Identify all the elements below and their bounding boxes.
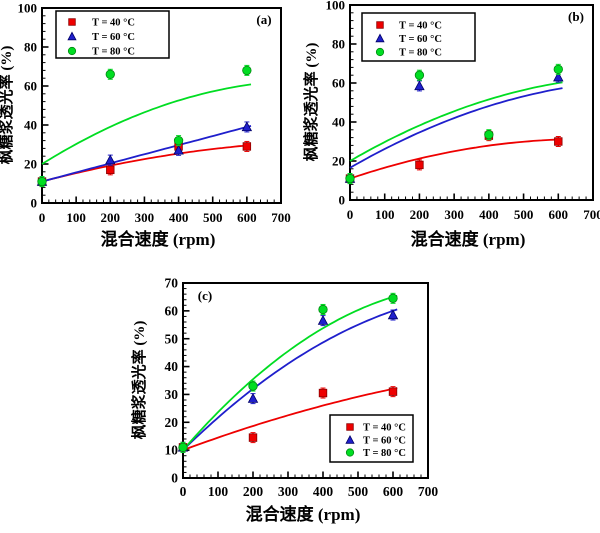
x-tick-label: 600 xyxy=(549,207,569,222)
x-tick-label: 700 xyxy=(271,210,291,225)
x-axis-title: 混合速度 (rpm) xyxy=(101,229,216,249)
legend-item-0: T = 40 °C xyxy=(346,423,406,434)
legend-label: T = 80 °C xyxy=(363,448,406,459)
x-tick-label: 600 xyxy=(237,210,257,225)
x-tick-label: 500 xyxy=(348,484,369,499)
x-tick-label: 200 xyxy=(243,484,264,499)
series-1 xyxy=(177,309,399,453)
curve-0 xyxy=(349,138,563,180)
x-tick-label: 400 xyxy=(479,207,499,222)
series-2 xyxy=(178,292,398,453)
x-tick-label: 600 xyxy=(383,484,404,499)
y-tick-label: 60 xyxy=(332,76,345,91)
y-tick-label: 0 xyxy=(31,196,38,211)
curve-2 xyxy=(41,83,252,165)
legend-label: T = 40 °C xyxy=(399,21,442,32)
legend-label: T = 40 °C xyxy=(363,423,406,434)
curve-1 xyxy=(41,125,252,183)
series-2 xyxy=(37,64,252,188)
chart-b-canvas: 0 100 200 300 400 500 600 700 0 20 40 60 80 100 混合速度 (… xyxy=(302,0,600,249)
x-tick-label: 0 xyxy=(39,210,46,225)
x-tick-label: 0 xyxy=(180,484,187,499)
panel-label: (a) xyxy=(256,12,271,27)
x-tick-label: 100 xyxy=(208,484,229,499)
chart-c-canvas: 0 100 200 300 400 500 600 700 0 10 20 30 40 50 60 70 混合速… xyxy=(130,276,439,524)
x-tick-label: 400 xyxy=(169,210,189,225)
y-axis-title: 枫糖浆透光率 (%) xyxy=(0,46,15,165)
y-tick-label: 0 xyxy=(339,193,346,208)
series-2 xyxy=(345,63,563,185)
legend: T = 40 °C T = 60 °CT = 80 °C xyxy=(329,414,414,463)
y-tick-label: 80 xyxy=(24,40,37,55)
y-tick-label: 60 xyxy=(165,303,179,318)
legend-label: T = 60 °C xyxy=(92,32,135,43)
x-tick-label: 300 xyxy=(135,210,155,225)
y-tick-label: 40 xyxy=(165,359,179,374)
y-axis-title: 枫糖浆透光率 (%) xyxy=(130,321,148,440)
y-tick-label: 0 xyxy=(171,471,178,486)
x-axis-title: 混合速度 (rpm) xyxy=(246,504,361,524)
legend-item-0: T = 40 °C xyxy=(376,21,442,32)
tick-labels: 0 100 200 300 400 500 600 700 0 10 20 30 40 50 60 70 xyxy=(165,276,439,499)
legend-item-2: T = 80 °C xyxy=(67,47,135,58)
y-tick-label: 10 xyxy=(165,443,179,458)
legend-item-2: T = 80 °C xyxy=(375,48,442,59)
tick-labels: 0 100 200 300 400 500 600 700 0 20 40 60 80 100 xyxy=(18,1,291,225)
x-tick-label: 300 xyxy=(278,484,299,499)
x-tick-label: 100 xyxy=(66,210,86,225)
legend-item-0: T = 40 °C xyxy=(68,18,135,29)
axis-ticks xyxy=(182,282,429,479)
legend-label: T = 60 °C xyxy=(399,34,442,45)
panel-label: (b) xyxy=(568,9,584,24)
curve-2 xyxy=(182,294,398,451)
y-tick-label: 40 xyxy=(332,115,345,130)
x-tick-label: 200 xyxy=(410,207,430,222)
x-tick-label: 300 xyxy=(444,207,464,222)
x-tick-label: 200 xyxy=(101,210,121,225)
chart-a-canvas: 0 100 200 300 400 500 600 700 0 20 40 60 80 100 混合速度 (… xyxy=(0,1,291,249)
tick-labels: 0 100 200 300 400 500 600 700 0 20 40 60 80 100 xyxy=(326,0,600,222)
x-tick-label: 100 xyxy=(375,207,395,222)
y-tick-label: 20 xyxy=(332,154,345,169)
panel-label: (c) xyxy=(198,288,212,303)
legend-label: T = 80 °C xyxy=(399,48,442,59)
y-tick-label: 80 xyxy=(332,37,345,52)
y-tick-label: 100 xyxy=(326,0,346,13)
curve-0 xyxy=(182,387,398,451)
legend-label: T = 40 °C xyxy=(92,18,135,29)
axis-ticks xyxy=(41,7,282,204)
y-axis-title: 枫糖浆透光率 (%) xyxy=(302,43,320,162)
legend: T = 40 °C T = 60 °C T = 80 °C xyxy=(361,12,476,62)
legend: T = 40 °C T = 60 °C T = 80 °C xyxy=(55,10,170,59)
x-tick-label: 700 xyxy=(418,484,439,499)
y-tick-label: 70 xyxy=(165,276,179,291)
legend-label: T = 80 °C xyxy=(92,47,135,58)
x-tick-label: 500 xyxy=(203,210,223,225)
y-tick-label: 20 xyxy=(24,157,37,172)
y-tick-label: 40 xyxy=(24,118,37,133)
y-tick-label: 100 xyxy=(18,1,38,16)
legend-item-1: T = 60 °C xyxy=(345,435,406,447)
y-tick-label: 20 xyxy=(165,415,179,430)
axis-ticks xyxy=(349,4,594,201)
curve-2 xyxy=(349,81,563,162)
y-tick-label: 50 xyxy=(165,331,179,346)
y-tick-label: 30 xyxy=(165,387,179,402)
x-tick-label: 0 xyxy=(347,207,354,222)
legend-item-1: T = 60 °C xyxy=(375,33,442,45)
x-axis-title: 混合速度 (rpm) xyxy=(411,229,526,249)
legend-item-2: T = 80 °C xyxy=(345,448,406,459)
y-tick-label: 60 xyxy=(24,79,37,94)
x-tick-label: 500 xyxy=(514,207,534,222)
x-tick-label: 700 xyxy=(583,207,600,222)
legend-label: T = 60 °C xyxy=(363,436,406,447)
curve-1 xyxy=(349,87,563,169)
x-tick-label: 400 xyxy=(313,484,334,499)
legend-item-1: T = 60 °C xyxy=(67,31,135,43)
curve-1 xyxy=(182,308,398,451)
